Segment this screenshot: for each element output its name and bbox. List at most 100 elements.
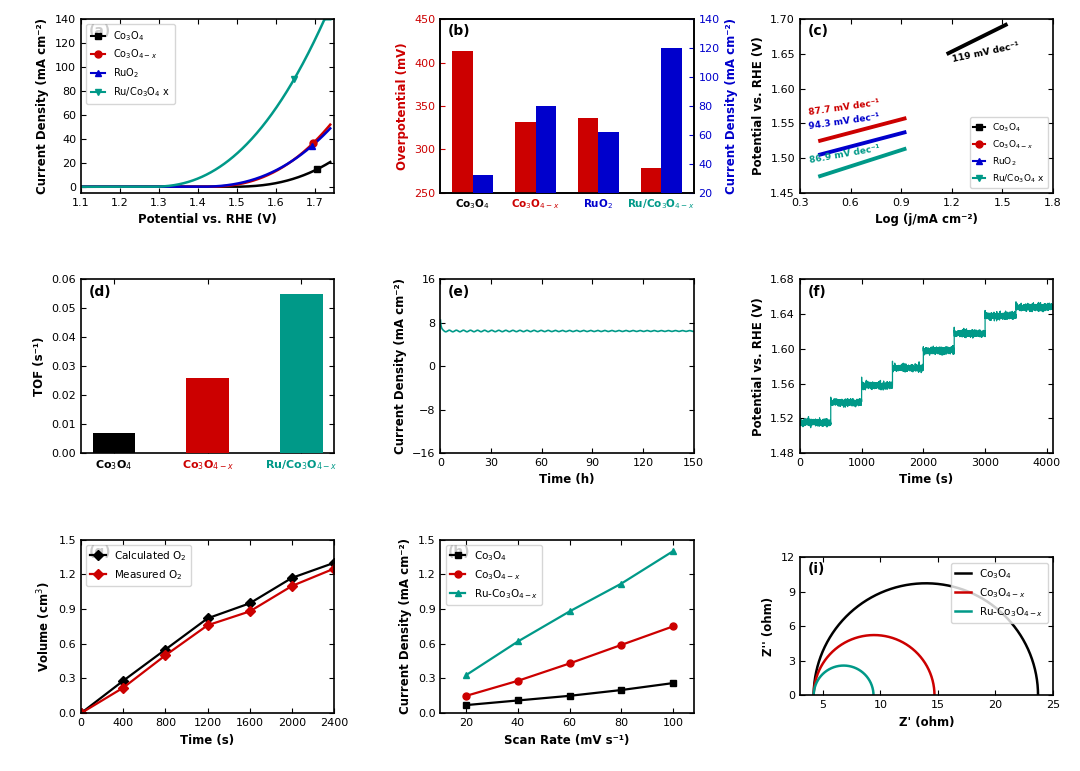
Text: 94.3 mV dec⁻¹: 94.3 mV dec⁻¹ [808,112,880,131]
Measured O$_2$ [159,651,172,660]
Legend: Co$_3$O$_4$, Co$_3$O$_{4-x}$, RuO$_2$, Ru/Co$_3$O$_4$ x: Co$_3$O$_4$, Co$_3$O$_{4-x}$, RuO$_2$, R… [86,24,175,103]
Text: (c): (c) [808,25,828,39]
Legend: Co$_3$O$_4$, Co$_3$O$_{4-x}$, RuO$_2$, Ru/Co$_3$O$_4$ x: Co$_3$O$_4$, Co$_3$O$_{4-x}$, RuO$_2$, R… [970,117,1049,188]
Calculated O$_2$ [117,676,130,685]
Co$_3$O$_{4-x}$ [828,645,841,654]
Bar [281,294,323,453]
Co$_3$O$_4$ [615,685,627,695]
Ru-Co$_3$O$_{4-x}$ [825,664,838,673]
Co$_3$O$_4$ [1031,691,1044,700]
Co$_3$O$_{4-x}$ [843,635,856,645]
Co$_3$O$_4$ [563,692,576,701]
Line: Co$_3$O$_4$: Co$_3$O$_4$ [813,584,1038,695]
Ru-Co$_3$O$_{4-x}$ [818,668,831,677]
Text: (i): (i) [808,561,825,575]
Line: Ru-Co$_3$O$_{4-x}$: Ru-Co$_3$O$_{4-x}$ [463,547,676,678]
Calculated O$_2$ [285,574,298,583]
Co$_3$O$_{4-x}$ [868,631,881,640]
Y-axis label: Potential vs. RHE (V): Potential vs. RHE (V) [752,297,765,436]
Calculated O$_2$ [159,645,172,654]
Measured O$_2$ [285,581,298,591]
Co$_3$O$_4$ [512,696,525,705]
Co$_3$O$_4$ [460,701,473,710]
Ru-Co$_3$O$_{4-x}$ [512,637,525,646]
Ru-Co$_3$O$_{4-x}$ [865,680,878,689]
Ru-Co$_3$O$_{4-x}$ [818,668,831,678]
Measured O$_2$ [201,621,214,630]
Text: (h): (h) [448,545,471,559]
Y-axis label: TOF (s⁻¹): TOF (s⁻¹) [32,336,45,396]
Ru-Co$_3$O$_{4-x}$ [615,579,627,588]
Measured O$_2$ [243,607,256,616]
Text: (d): (d) [89,284,111,298]
Co$_3$O$_{4-x}$ [512,676,525,685]
Bar [598,132,619,222]
Co$_3$O$_{4-x}$ [615,640,627,649]
Bar [93,433,135,453]
Line: Co$_3$O$_{4-x}$: Co$_3$O$_{4-x}$ [463,623,676,699]
Line: Ru-Co$_3$O$_{4-x}$: Ru-Co$_3$O$_{4-x}$ [813,665,874,695]
Bar [187,378,229,453]
Measured O$_2$ [117,683,130,692]
Calculated O$_2$ [201,614,214,623]
Co$_3$O$_4$ [956,584,969,594]
Ru-Co$_3$O$_{4-x}$ [807,691,820,700]
Bar [451,52,473,409]
Co$_3$O$_{4-x}$ [807,691,820,700]
Co$_3$O$_4$ [1024,649,1037,658]
Y-axis label: Volume (cm$^3$): Volume (cm$^3$) [36,581,53,672]
Co$_3$O$_4$ [847,605,860,614]
Co$_3$O$_{4-x}$ [928,691,941,700]
Text: 86.9 mV dec⁻¹: 86.9 mV dec⁻¹ [808,143,880,165]
Text: 119 mV dec⁻¹: 119 mV dec⁻¹ [951,42,1021,64]
Y-axis label: Potential vs. RHE (V): Potential vs. RHE (V) [752,37,765,175]
X-axis label: Log (j/mA cm⁻²): Log (j/mA cm⁻²) [875,213,977,226]
Ru-Co$_3$O$_{4-x}$ [666,547,679,556]
Ru-Co$_3$O$_{4-x}$ [867,691,880,700]
X-axis label: Time (h): Time (h) [539,473,595,487]
Legend: Co$_3$O$_4$, Co$_3$O$_{4-x}$, Ru-Co$_3$O$_{4-x}$: Co$_3$O$_4$, Co$_3$O$_{4-x}$, Ru-Co$_3$O… [446,545,542,605]
Calculated O$_2$ [243,599,256,608]
Y-axis label: Z'' (ohm): Z'' (ohm) [762,597,775,656]
Co$_3$O$_4$ [807,691,820,700]
Text: (f): (f) [808,284,826,298]
Ru-Co$_3$O$_{4-x}$ [847,662,860,672]
Text: (g): (g) [89,545,111,559]
Text: (b): (b) [448,25,471,39]
Y-axis label: Current Density (mA cm⁻²): Current Density (mA cm⁻²) [37,18,50,194]
Co$_3$O$_4$ [977,595,990,604]
Text: (e): (e) [448,284,470,298]
Measured O$_2$ [75,709,87,718]
Line: Calculated O$_2$: Calculated O$_2$ [78,559,338,717]
Bar [578,118,598,409]
X-axis label: Z' (ohm): Z' (ohm) [899,716,955,729]
Co$_3$O$_{4-x}$ [899,639,912,648]
Ru-Co$_3$O$_{4-x}$ [563,607,576,616]
Line: Co$_3$O$_{4-x}$: Co$_3$O$_{4-x}$ [813,635,934,695]
Measured O$_2$ [327,564,340,574]
Text: (a): (a) [89,25,111,39]
Legend: Calculated O$_2$, Measured O$_2$: Calculated O$_2$, Measured O$_2$ [86,545,191,586]
X-axis label: Potential vs. RHE (V): Potential vs. RHE (V) [138,213,276,226]
Line: Measured O$_2$: Measured O$_2$ [78,565,338,717]
Co$_3$O$_4$ [875,588,888,598]
Y-axis label: Current Density (mA cm⁻²): Current Density (mA cm⁻²) [393,278,407,454]
X-axis label: Time (s): Time (s) [900,473,954,487]
Calculated O$_2$ [327,558,340,567]
Y-axis label: Current Density (mA cm⁻²): Current Density (mA cm⁻²) [725,18,738,194]
Co$_3$O$_{4-x}$ [887,634,900,643]
Y-axis label: Current Density (mA cm⁻²): Current Density (mA cm⁻²) [400,538,413,715]
Legend: Co$_3$O$_4$, Co$_3$O$_{4-x}$, Ru-Co$_3$O$_{4-x}$: Co$_3$O$_4$, Co$_3$O$_{4-x}$, Ru-Co$_3$O… [951,563,1048,623]
Co$_3$O$_{4-x}$ [666,621,679,631]
X-axis label: Time (s): Time (s) [180,733,234,746]
Line: Co$_3$O$_4$: Co$_3$O$_4$ [463,679,676,709]
Bar [473,176,494,222]
Bar [640,169,661,409]
Calculated O$_2$ [75,709,87,718]
Co$_3$O$_4$ [920,579,933,588]
Ru-Co$_3$O$_{4-x}$ [837,661,850,670]
Ru-Co$_3$O$_{4-x}$ [460,671,473,680]
Co$_3$O$_4$ [666,678,679,688]
X-axis label: Scan Rate (mV s⁻¹): Scan Rate (mV s⁻¹) [504,733,630,746]
Bar [661,48,683,222]
